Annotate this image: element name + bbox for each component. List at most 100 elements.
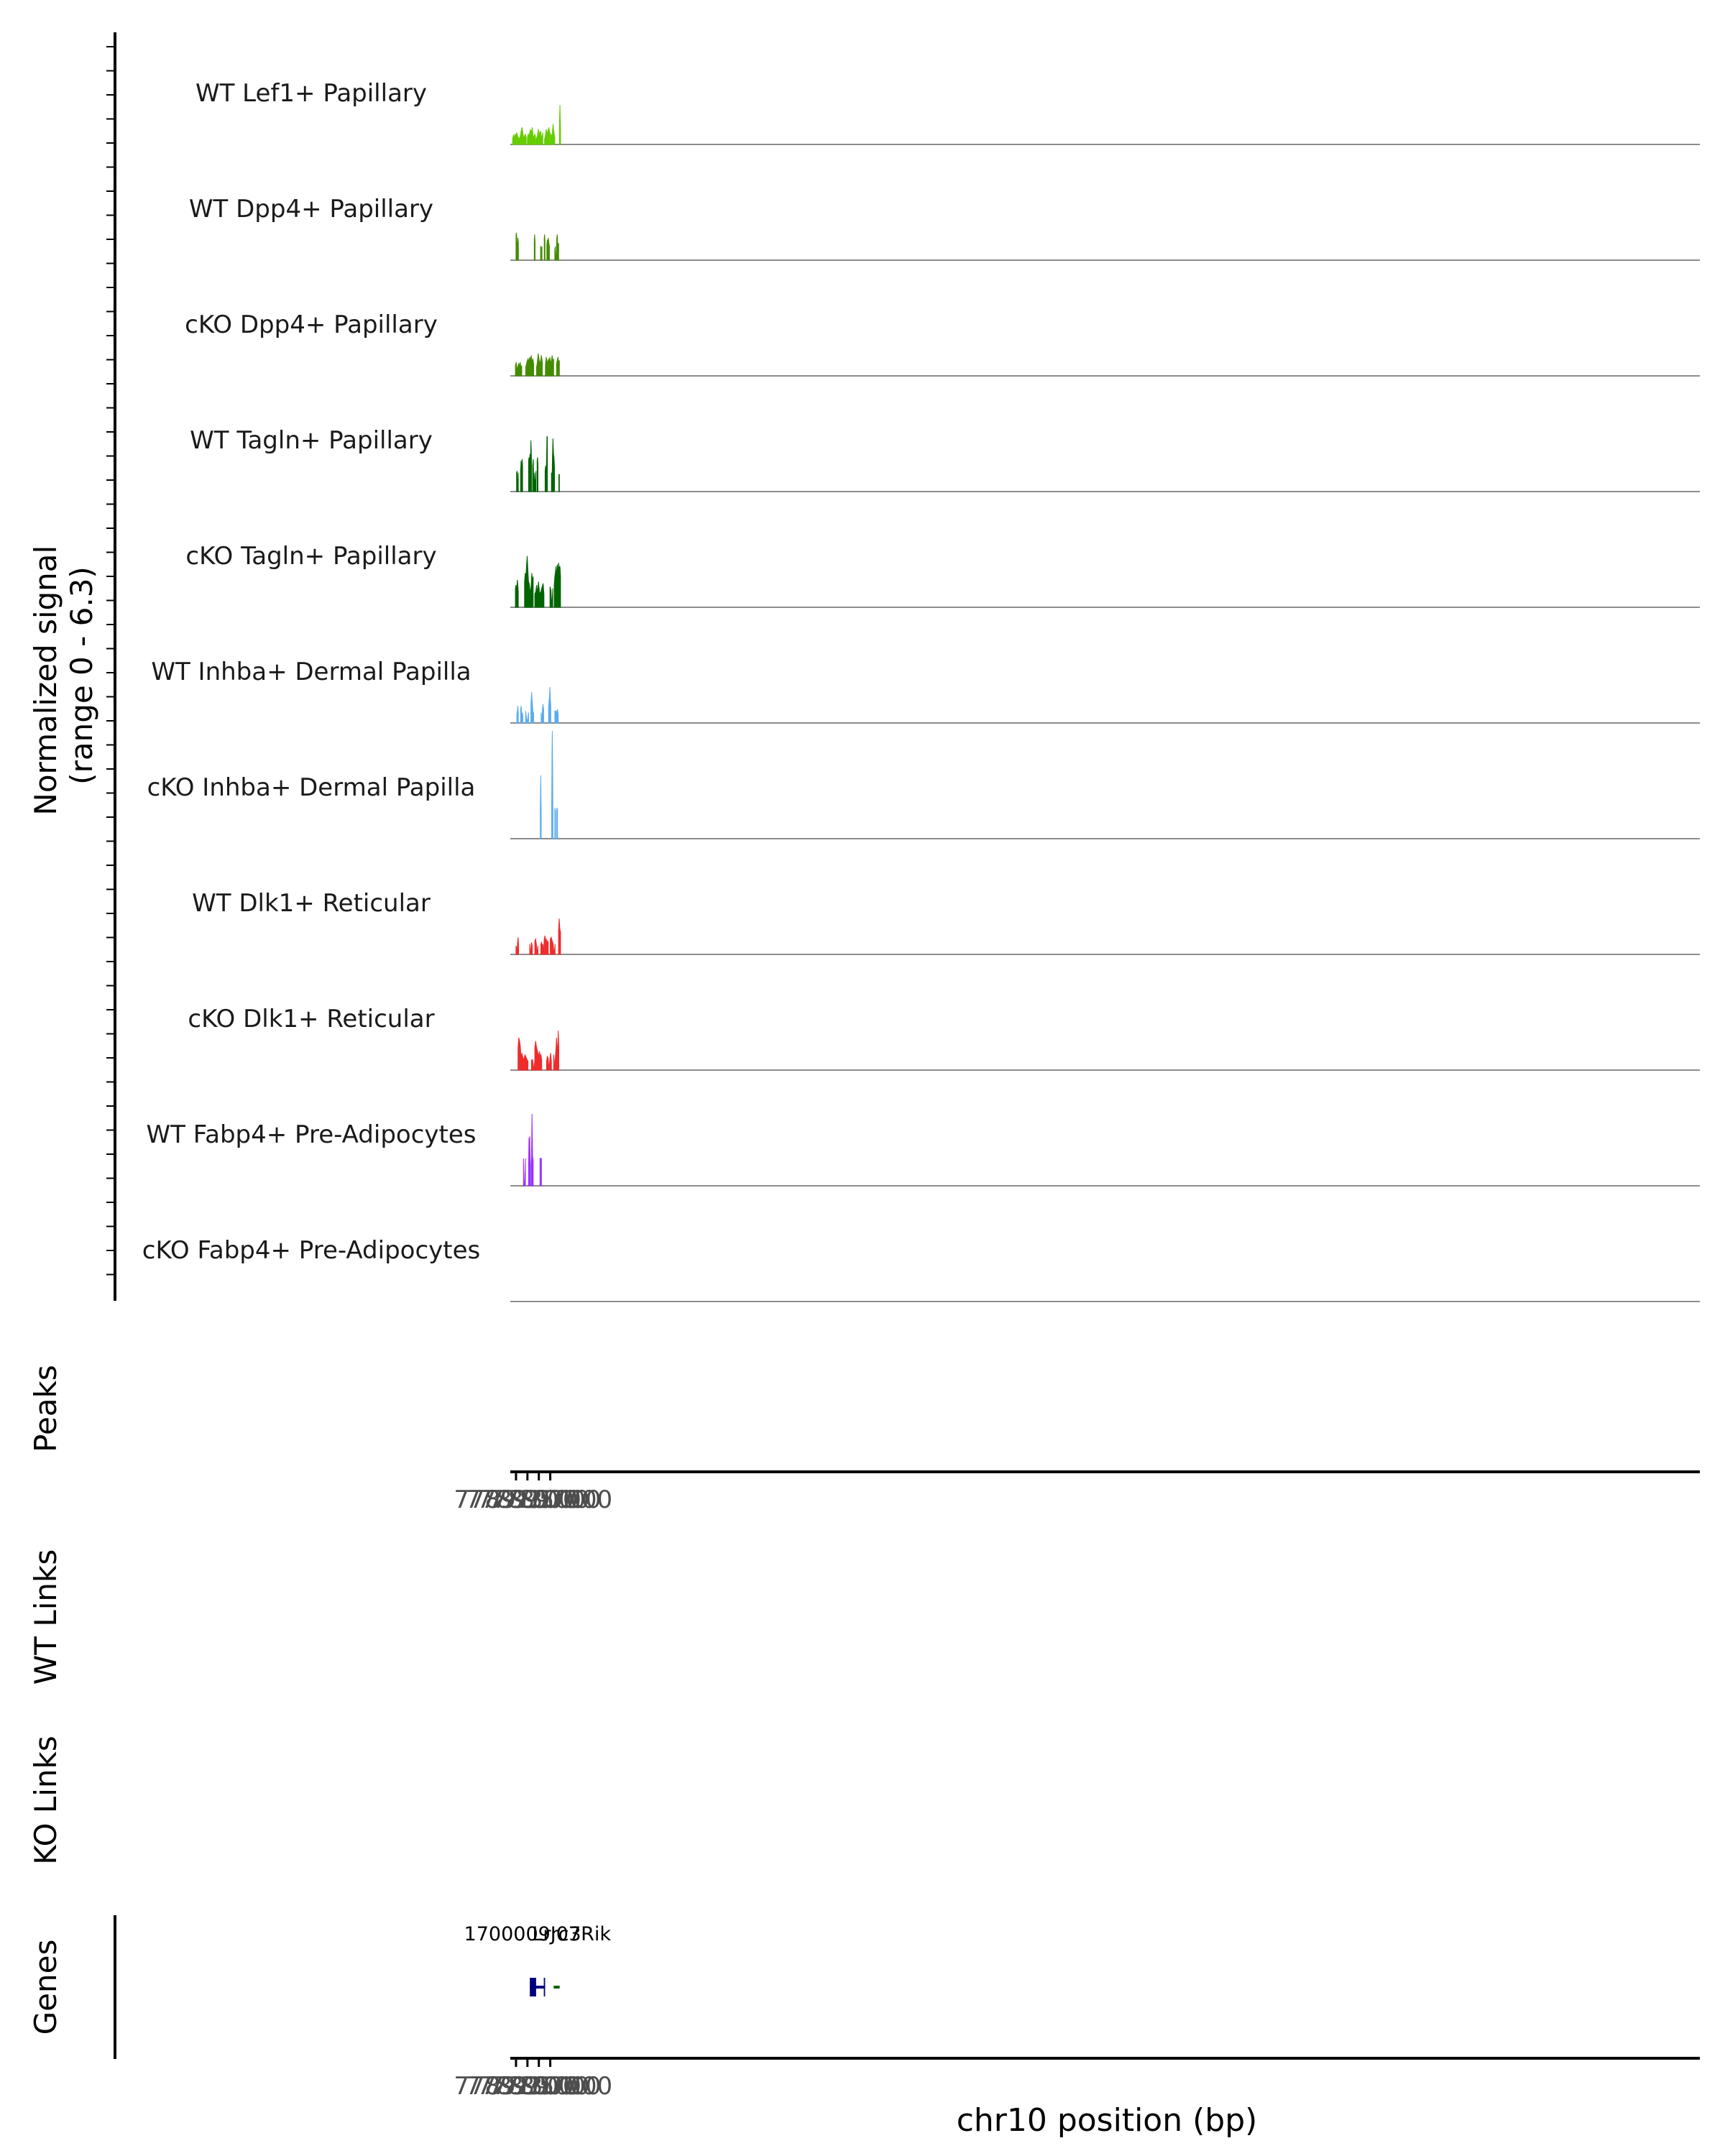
x-axis-bottom-tick-label: 77897000 <box>488 2072 612 2101</box>
track-label: WT Tagln+ Papillary <box>190 426 433 455</box>
coverage-area <box>540 246 543 261</box>
x-axis-label: chr10 position (bp) <box>957 2102 1258 2139</box>
wt-links-track-label: WT Links <box>28 1549 63 1685</box>
track-label: WT Fabp4+ Pre-Adipocytes <box>147 1120 477 1149</box>
coverage-area <box>550 936 556 955</box>
coverage-area <box>556 807 558 839</box>
coverage-area <box>540 704 544 724</box>
coverage-area <box>558 105 561 145</box>
track-9: cKO Dlk1+ Reticular <box>188 1005 1700 1071</box>
coverage-area <box>528 1135 531 1187</box>
coverage-area <box>548 686 551 724</box>
gene-exon <box>530 1978 536 1996</box>
coverage-area <box>543 234 546 261</box>
track-label: WT Dlk1+ Reticular <box>192 889 431 918</box>
coverage-area <box>549 586 553 608</box>
x-axis-top-tick-label: 77891000 <box>454 1485 578 1514</box>
track-label: WT Lef1+ Papillary <box>196 79 427 108</box>
coverage-area <box>528 440 532 492</box>
coverage-area <box>527 127 536 145</box>
gene-exon <box>543 1978 546 1996</box>
coverage-area <box>525 355 534 377</box>
coverage-area <box>551 438 555 492</box>
coverage-area <box>546 237 550 261</box>
track-label: WT Dpp4+ Papillary <box>189 195 433 224</box>
gene-Lrrc3: Lrrc3 <box>532 1923 581 1989</box>
signal-axis-label: Normalized signal (range 0 - 6.3) <box>28 535 99 815</box>
coverage-area <box>540 775 542 839</box>
track-6: WT Inhba+ Dermal Papilla <box>151 658 1700 724</box>
coverage-area <box>512 127 527 145</box>
track-label: cKO Fabp4+ Pre-Adipocytes <box>142 1236 481 1265</box>
coverage-area <box>551 730 553 839</box>
track-label: cKO Inhba+ Dermal Papilla <box>147 773 476 802</box>
signal-axis-label-line2: (range 0 - 6.3) <box>64 566 99 785</box>
coverage-area <box>553 1031 559 1071</box>
track-3: cKO Dpp4+ Papillary <box>185 310 1700 377</box>
peaks-track-label: Peaks <box>28 1365 63 1452</box>
signal-axis-label-line1: Normalized signal <box>28 545 63 816</box>
track-4: WT Tagln+ Papillary <box>190 426 1700 492</box>
coverage-area <box>546 1053 552 1071</box>
x-axis-bottom-tick-label: 77891000 <box>454 2072 578 2101</box>
coverage-area <box>534 581 545 608</box>
coverage-area <box>554 234 559 261</box>
track-11: cKO Fabp4+ Pre-Adipocytes <box>142 1236 1700 1302</box>
coverage-area <box>535 129 543 145</box>
track-2: WT Dpp4+ Papillary <box>189 195 1700 261</box>
ko-links-track-label: KO Links <box>28 1736 63 1865</box>
x-axis-bottom-tick-label: 77895000 <box>477 2072 601 2101</box>
coverage-area <box>544 124 556 145</box>
x-axis-top-tick-label: 77895000 <box>477 1485 601 1514</box>
coverage-tracks: WT Lef1+ Papillary WT Dpp4+ Papillary cKO … <box>142 79 1700 1302</box>
coverage-area <box>536 457 538 492</box>
track-7: cKO Inhba+ Dermal Papilla <box>147 730 1700 839</box>
coverage-area <box>532 459 537 492</box>
coverage-area <box>556 356 560 377</box>
coverage-area <box>539 1158 542 1187</box>
coverage-area <box>516 706 519 724</box>
coverage-area <box>553 563 561 608</box>
track-label: WT Inhba+ Dermal Papilla <box>151 658 471 686</box>
x-axis-top-tick-label: 77893000 <box>465 1485 589 1514</box>
coverage-area <box>515 232 518 261</box>
x-axis-top-tick-label: 77897000 <box>488 1485 612 1514</box>
coverage-area <box>525 711 529 724</box>
coverage-area <box>554 709 559 724</box>
signal-axis <box>106 32 116 1301</box>
track-label: cKO Dlk1+ Reticular <box>188 1005 434 1033</box>
coverage-area <box>523 1158 526 1187</box>
coverage-area <box>524 556 534 608</box>
track-label: cKO Dpp4+ Papillary <box>185 310 438 339</box>
coverage-area <box>558 474 560 492</box>
coverage-area <box>518 1037 529 1071</box>
gene-label: Lrrc3 <box>532 1923 581 1945</box>
gene-label: 1700009J07Rik <box>464 1923 612 1945</box>
coverage-area <box>534 937 538 955</box>
track-1: WT Lef1+ Papillary <box>196 79 1700 145</box>
track-5: cKO Tagln+ Papillary <box>185 542 1700 608</box>
coverage-area <box>520 459 523 492</box>
coverage-area <box>544 436 548 492</box>
coverage-area <box>529 942 533 955</box>
coverage-area <box>530 692 534 724</box>
track-8: WT Dlk1+ Reticular <box>192 889 1700 955</box>
coverage-area <box>534 1041 543 1071</box>
coverage-area <box>536 353 543 377</box>
coverage-area <box>520 706 523 724</box>
coverage-area <box>533 234 535 261</box>
coverage-area <box>545 355 554 377</box>
track-10: WT Fabp4+ Pre-Adipocytes <box>147 1113 1700 1187</box>
coverage-area <box>558 918 561 955</box>
coverage-area <box>515 361 523 377</box>
coverage-area <box>554 807 556 839</box>
coverage-area <box>516 471 519 492</box>
coverage-area <box>530 1113 534 1187</box>
coverage-area <box>540 935 549 955</box>
coverage-area <box>515 579 519 608</box>
x-axis-bottom-tick-label: 77893000 <box>465 2072 589 2101</box>
